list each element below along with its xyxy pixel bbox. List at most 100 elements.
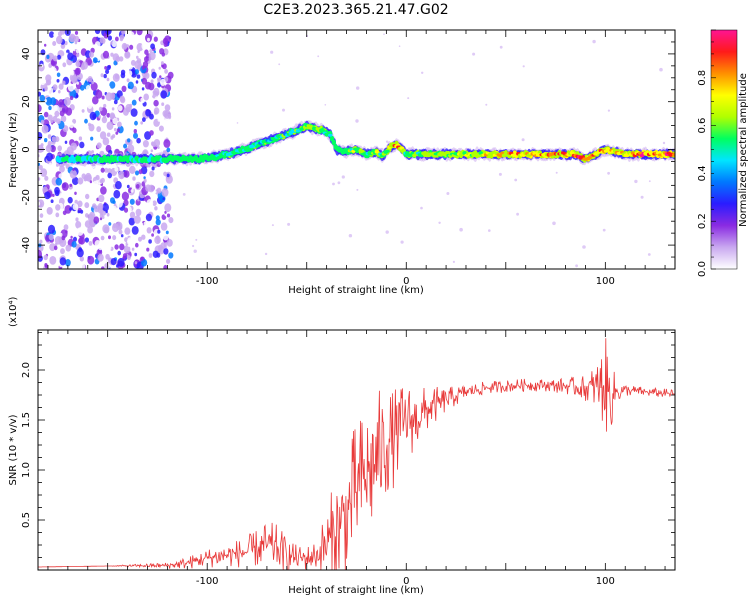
noise-speckle [157,244,163,251]
noise-speckle [65,244,72,252]
noise-speckle [150,43,156,50]
noise-speckle [112,223,119,233]
noise-speckle [73,48,76,52]
noise-speckle [158,125,164,132]
noise-speckle [100,186,107,195]
noise-speckle [488,229,491,232]
colorbar-tick-label: 0.2 [697,213,708,229]
noise-speckle [640,195,644,199]
noise-speckle [166,239,173,247]
noise-speckle [421,71,424,75]
noise-speckle [108,246,112,250]
noise-speckle [121,191,129,201]
noise-speckle [123,44,127,49]
noise-speckle [141,42,148,51]
noise-speckle [65,259,71,267]
noise-speckle [40,49,46,56]
noise-speckle [119,95,125,103]
noise-speckle [53,33,56,37]
noise-speckle [40,143,44,147]
noise-speckle [135,184,140,189]
noise-speckle [146,199,154,208]
spectrogram-ticks: -100 0 100 -40 -20 0 20 40 [21,29,675,287]
noise-speckle [73,236,77,242]
noise-speckle [113,60,118,66]
noise-speckle [385,230,389,234]
noise-speckle [136,137,141,144]
noise-speckle [161,188,169,197]
noise-speckle [88,51,94,58]
colorbar-tick-label: 0.8 [697,70,708,86]
noise-speckle [67,52,74,61]
noise-speckle [69,183,73,187]
noise-speckle [69,207,72,211]
noise-speckle [101,116,108,124]
noise-speckle [48,162,52,167]
noise-speckle [148,82,155,91]
noise-speckle [130,189,134,193]
noise-speckle [101,95,105,100]
noise-speckle [77,210,81,214]
y-tick-label: 2.0 [21,362,32,378]
x-tick-label: -100 [196,276,219,287]
noise-speckle [38,144,44,153]
noise-speckle [52,84,58,91]
noise-speckle [40,168,48,177]
noise-speckle [111,205,118,214]
colorbar: 0.0 0.2 0.4 0.6 0.8 Normalized spectral ampl… [697,29,749,277]
noise-speckle [115,181,122,190]
noise-speckle [575,264,578,268]
noise-speckle [65,230,68,234]
noise-speckle [141,65,146,70]
noise-speckle [69,169,77,179]
noise-speckle [70,70,75,76]
noise-speckle [57,145,62,152]
noise-speckle [38,201,41,206]
noise-speckle [76,248,84,258]
noise-speckle [142,117,146,122]
noise-speckle [166,147,171,153]
noise-speckle [89,180,93,184]
noise-speckle [165,230,169,235]
noise-speckle [92,203,97,209]
noise-speckle [38,132,43,140]
noise-speckle [109,81,116,89]
noise-speckle [131,99,137,106]
noise-speckle [129,103,133,108]
noise-speckle [98,106,103,112]
y-tick-label: -20 [21,189,32,205]
noise-speckle [106,112,111,118]
noise-speckle [116,199,123,208]
noise-speckle [144,49,149,55]
noise-speckle [46,54,50,60]
y-tick-label: 0.5 [21,512,32,528]
noise-speckle [49,31,55,38]
ridge-cell [569,151,575,155]
noise-speckle [118,225,123,230]
noise-speckle [64,140,68,144]
noise-speckle [53,245,58,251]
noise-speckle [43,254,48,261]
noise-speckle [127,70,133,77]
noise-speckle [160,78,166,86]
noise-speckle [93,216,100,224]
noise-speckle [87,255,95,265]
noise-speckle [151,166,155,171]
noise-speckle [154,206,158,211]
noise-speckle [119,56,124,62]
noise-speckle [112,235,117,241]
noise-speckle [74,199,78,205]
noise-speckle [398,45,401,47]
noise-speckle [61,235,66,241]
noise-speckle [161,102,165,106]
noise-speckle [341,175,345,179]
noise-speckle [54,186,60,195]
noise-speckle [69,122,75,129]
noise-speckle [141,87,145,91]
noise-speckle [59,257,67,266]
noise-speckle [71,241,77,248]
snr-series-line [38,338,675,570]
noise-speckle [47,134,52,139]
noise-speckle [92,96,99,105]
noise-speckle [80,84,85,91]
